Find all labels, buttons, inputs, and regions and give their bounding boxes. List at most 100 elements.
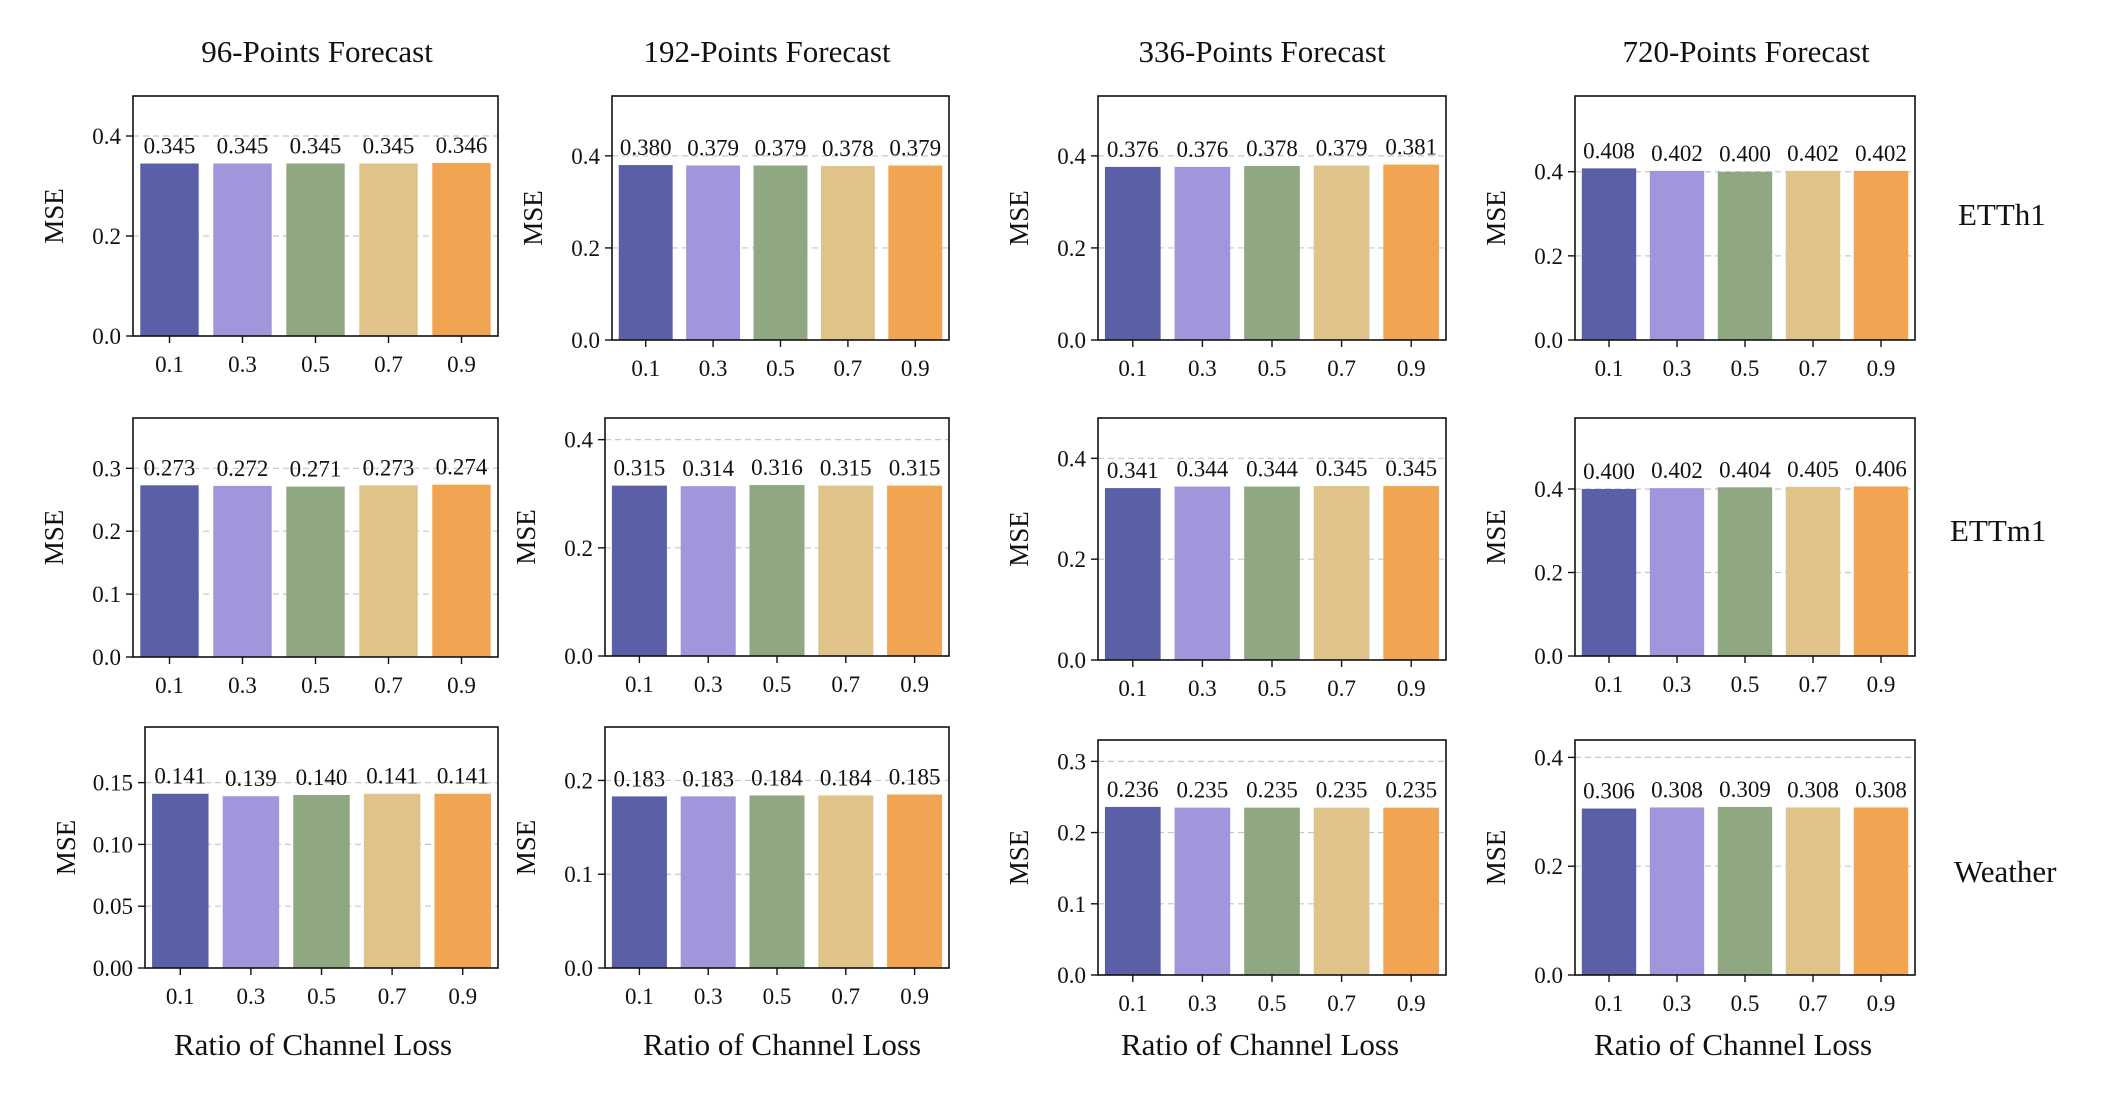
y-axis-label: MSE — [511, 509, 541, 565]
bar-0.5 — [1717, 806, 1773, 975]
x-tick-label: 0.7 — [374, 352, 403, 377]
bar-0.7 — [359, 163, 418, 336]
bar-0.5 — [749, 795, 805, 968]
data-label: 0.380 — [620, 135, 672, 160]
x-tick-label: 0.9 — [900, 984, 929, 1009]
bar-0.1 — [1104, 166, 1161, 340]
x-tick-label: 0.1 — [1118, 356, 1147, 381]
x-tick-label: 0.5 — [1731, 356, 1760, 381]
data-label: 0.235 — [1316, 778, 1368, 803]
row-title-weather: Weather — [1954, 854, 2057, 889]
y-axis-label: MSE — [51, 820, 81, 876]
x-tick-label: 0.3 — [237, 984, 266, 1009]
data-label: 0.404 — [1719, 457, 1771, 482]
data-label: 0.315 — [614, 456, 666, 481]
bar-0.9 — [1853, 807, 1909, 975]
data-label: 0.376 — [1177, 137, 1229, 162]
y-tick-label: 0.2 — [564, 536, 593, 561]
data-label: 0.345 — [1385, 456, 1437, 481]
x-tick-label: 0.1 — [1595, 991, 1624, 1016]
y-tick-label: 0.00 — [93, 956, 133, 981]
x-tick-label: 0.3 — [694, 672, 723, 697]
x-tick-label: 0.5 — [307, 984, 336, 1009]
bar-0.5 — [286, 486, 345, 657]
column-title-96: 96-Points Forecast — [201, 34, 433, 69]
x-tick-label: 0.3 — [694, 984, 723, 1009]
y-tick-label: 0.4 — [1534, 160, 1563, 185]
x-tick-label: 0.9 — [1397, 676, 1426, 701]
x-tick-label: 0.9 — [901, 356, 930, 381]
x-tick-label: 0.5 — [301, 352, 330, 377]
y-tick-label: 0.1 — [92, 582, 121, 607]
bar-0.1 — [618, 165, 673, 340]
y-tick-label: 0.2 — [1534, 854, 1563, 879]
data-label: 0.344 — [1177, 457, 1229, 482]
x-tick-label: 0.7 — [834, 356, 863, 381]
data-label: 0.141 — [154, 764, 206, 789]
y-tick-label: 0.0 — [571, 328, 600, 353]
axes-frame — [604, 417, 950, 657]
bar-0.3 — [680, 486, 736, 656]
x-tick-label: 0.7 — [1799, 991, 1828, 1016]
bar-0.7 — [1785, 486, 1841, 656]
y-tick-label: 0.15 — [93, 771, 133, 796]
column-title-720: 720-Points Forecast — [1622, 34, 1870, 69]
x-tick-label: 0.5 — [763, 984, 792, 1009]
data-label: 0.379 — [755, 136, 807, 161]
bar-0.1 — [611, 796, 667, 968]
x-tick-label: 0.7 — [378, 984, 407, 1009]
bar-0.7 — [1313, 807, 1370, 975]
y-tick-label: 0.2 — [564, 768, 593, 793]
bar-0.1 — [140, 163, 199, 336]
data-label: 0.345 — [1316, 456, 1368, 481]
data-label: 0.141 — [437, 764, 489, 789]
y-tick-label: 0.0 — [1534, 644, 1563, 669]
x-tick-label: 0.5 — [1258, 991, 1287, 1016]
axes-frame — [1574, 417, 1916, 657]
bar-0.9 — [1383, 164, 1440, 340]
y-tick-label: 0.4 — [1534, 745, 1563, 770]
data-label: 0.315 — [889, 456, 941, 481]
x-tick-label: 0.5 — [766, 356, 795, 381]
subplot-ettm1-192: 0.315 0.1 0.314 0.3 0.316 0.5 0.315 0.7 0.315 0.9… — [511, 417, 950, 697]
x-tick-label: 0.3 — [1188, 676, 1217, 701]
x-tick-label: 0.5 — [301, 673, 330, 698]
bar-0.3 — [680, 796, 736, 968]
data-label: 0.308 — [1651, 777, 1703, 802]
bar-0.7 — [818, 795, 874, 968]
bar-0.7 — [1785, 807, 1841, 975]
data-label: 0.345 — [290, 134, 342, 159]
data-label: 0.314 — [682, 456, 734, 481]
x-tick-label: 0.7 — [1799, 672, 1828, 697]
bar-0.5 — [1244, 165, 1300, 340]
x-tick-label: 0.3 — [1663, 356, 1692, 381]
y-axis-label: MSE — [1481, 509, 1511, 565]
row-title-etth1: ETTh1 — [1958, 197, 2046, 232]
x-tick-label: 0.7 — [1327, 991, 1356, 1016]
subplot-ettm1-720: 0.400 0.1 0.402 0.3 0.404 0.5 0.405 0.7 0.406 0.9… — [1481, 417, 1916, 697]
x-tick-label: 0.1 — [166, 984, 195, 1009]
x-tick-label: 0.7 — [1327, 676, 1356, 701]
y-tick-label: 0.4 — [1534, 477, 1563, 502]
x-tick-label: 0.3 — [1188, 991, 1217, 1016]
y-axis-label: MSE — [1481, 190, 1511, 246]
y-tick-label: 0.2 — [92, 224, 121, 249]
y-tick-label: 0.4 — [564, 428, 593, 453]
axes-frame — [1574, 739, 1916, 976]
bar-0.7 — [1785, 170, 1841, 340]
bar-0.7 — [1313, 486, 1370, 660]
axes-frame — [132, 417, 499, 658]
axes-frame — [1574, 95, 1916, 341]
y-tick-label: 0.2 — [1057, 821, 1086, 846]
bar-0.1 — [1581, 488, 1637, 656]
y-tick-label: 0.2 — [1534, 560, 1563, 585]
x-tick-label: 0.1 — [1595, 672, 1624, 697]
bar-0.1 — [611, 485, 667, 656]
subplot-ettm1-336: 0.341 0.1 0.344 0.3 0.344 0.5 0.345 0.7 0.345 0.9… — [1004, 417, 1447, 701]
data-label: 0.306 — [1583, 779, 1635, 804]
x-tick-label: 0.1 — [631, 356, 660, 381]
subplot-etth1-720: 0.408 0.1 0.402 0.3 0.400 0.5 0.402 0.7 0.402 0.9… — [1481, 95, 1916, 381]
x-tick-label: 0.9 — [1867, 991, 1896, 1016]
x-tick-label: 0.3 — [228, 352, 257, 377]
y-tick-label: 0.0 — [564, 644, 593, 669]
